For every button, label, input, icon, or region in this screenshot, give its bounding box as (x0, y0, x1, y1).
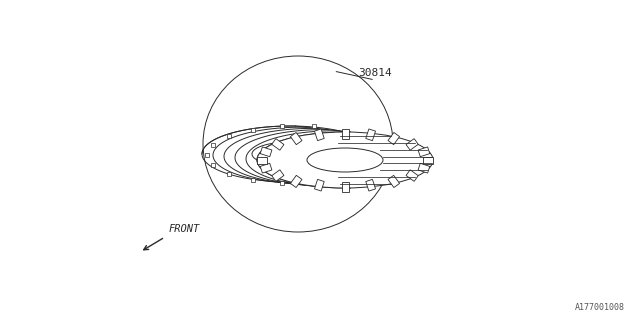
Polygon shape (406, 139, 419, 150)
Polygon shape (314, 180, 324, 191)
Polygon shape (227, 172, 230, 176)
Polygon shape (257, 156, 267, 164)
Text: A177001008: A177001008 (575, 303, 625, 312)
Polygon shape (280, 181, 284, 186)
Polygon shape (260, 147, 272, 157)
Polygon shape (342, 181, 349, 191)
Polygon shape (418, 163, 430, 173)
Polygon shape (272, 139, 284, 150)
Ellipse shape (307, 148, 383, 172)
Polygon shape (272, 170, 284, 181)
Polygon shape (291, 132, 302, 145)
Polygon shape (388, 132, 399, 145)
Polygon shape (312, 181, 316, 186)
Ellipse shape (257, 132, 433, 188)
Text: FRONT: FRONT (169, 224, 200, 234)
Polygon shape (406, 170, 419, 181)
Polygon shape (312, 124, 316, 128)
Polygon shape (211, 163, 215, 167)
Polygon shape (251, 128, 255, 132)
Polygon shape (342, 129, 349, 139)
Polygon shape (211, 143, 215, 147)
Text: 30814: 30814 (358, 68, 392, 78)
Polygon shape (423, 156, 433, 164)
Polygon shape (418, 147, 430, 157)
Polygon shape (251, 178, 255, 182)
Polygon shape (314, 129, 324, 140)
Polygon shape (227, 134, 230, 138)
Polygon shape (366, 180, 376, 191)
Polygon shape (280, 124, 284, 128)
Polygon shape (291, 175, 302, 188)
Polygon shape (205, 153, 209, 157)
Polygon shape (388, 175, 399, 188)
Polygon shape (366, 129, 376, 140)
Ellipse shape (203, 56, 393, 232)
Polygon shape (260, 163, 272, 173)
